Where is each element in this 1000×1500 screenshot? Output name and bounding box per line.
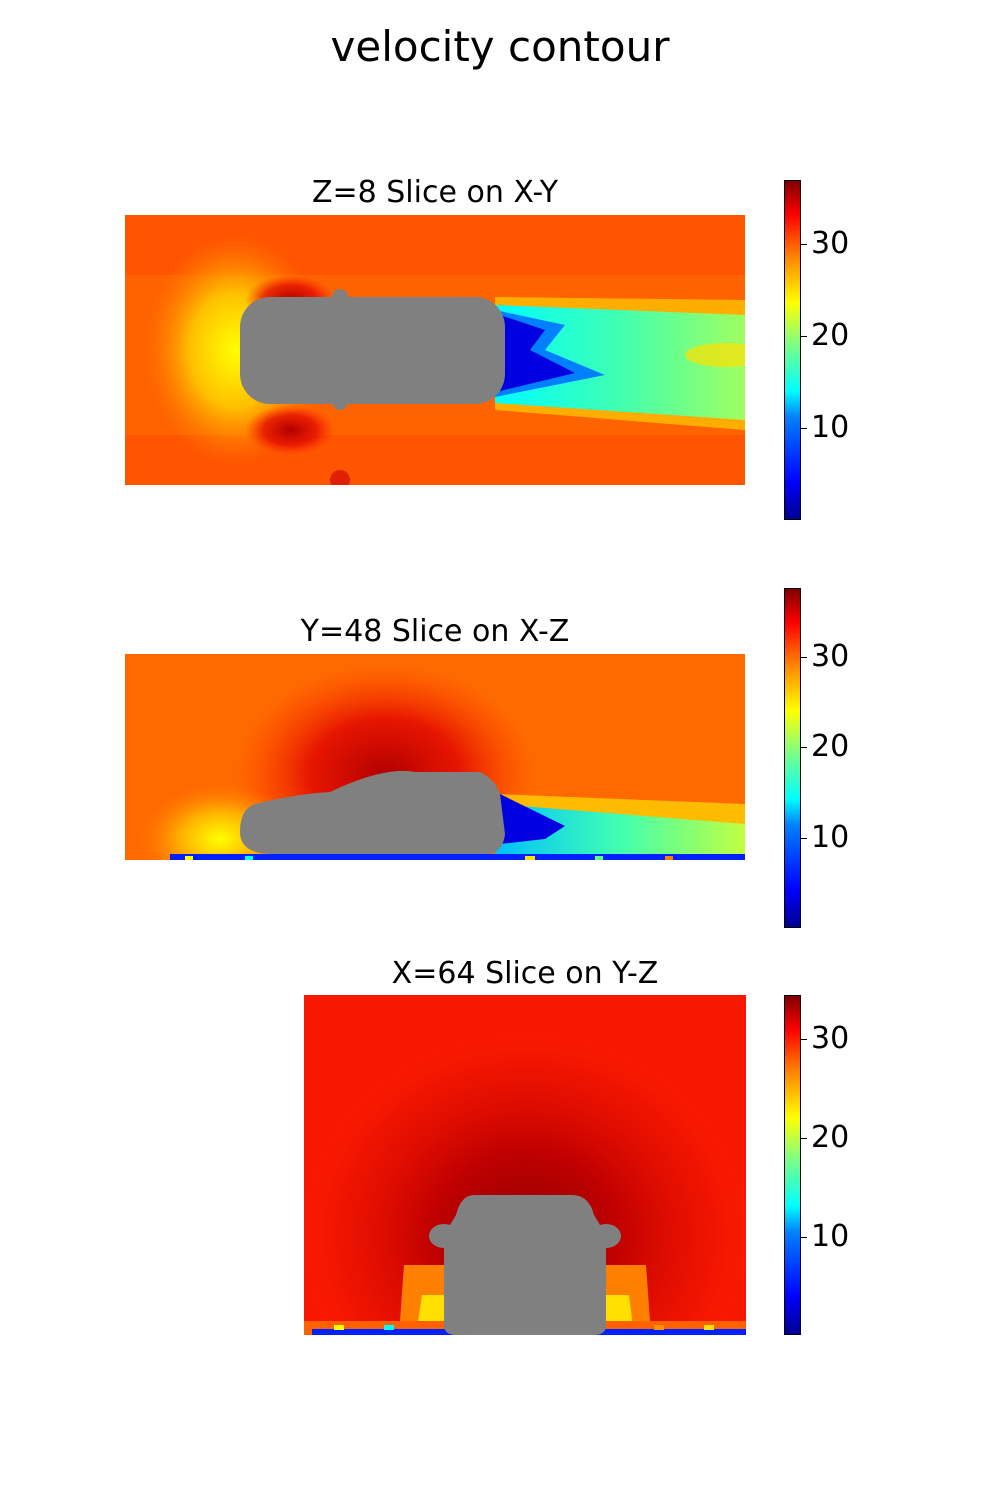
- xz-slice-heatmap: [125, 654, 745, 860]
- colorbar-3-label-30: 30: [811, 1021, 850, 1056]
- colorbar-3-tick-30: [801, 1039, 807, 1040]
- xy-slice-heatmap: [125, 215, 745, 485]
- colorbar-3-label-10: 10: [811, 1219, 850, 1254]
- colorbar-2: [784, 588, 801, 928]
- colorbar-2-tick-20: [801, 747, 807, 748]
- panel-3-title: X=64 Slice on Y-Z: [391, 956, 659, 991]
- yz-slice-heatmap: [304, 995, 746, 1335]
- colorbar-1-tick-10: [801, 428, 807, 429]
- colorbar-1-tick-20: [801, 336, 807, 337]
- colorbar-1-tick-30: [801, 244, 807, 245]
- colorbar-2-label-20: 20: [811, 729, 850, 764]
- panel-2-title: Y=48 Slice on X-Z: [300, 614, 570, 649]
- colorbar-1: [784, 180, 801, 520]
- panel-1-title: Z=8 Slice on X-Y: [311, 175, 559, 210]
- colorbar-1-label-10: 10: [811, 410, 850, 445]
- colorbar-2-tick-10: [801, 838, 807, 839]
- colorbar-3: [784, 995, 801, 1335]
- colorbar-3-tick-10: [801, 1237, 807, 1238]
- figure-title: velocity contour: [330, 22, 670, 71]
- colorbar-3-tick-20: [801, 1138, 807, 1139]
- colorbar-2-label-10: 10: [811, 820, 850, 855]
- colorbar-1-label-30: 30: [811, 226, 850, 261]
- colorbar-2-label-30: 30: [811, 639, 850, 674]
- colorbar-2-tick-30: [801, 657, 807, 658]
- colorbar-1-label-20: 20: [811, 318, 850, 353]
- colorbar-3-label-20: 20: [811, 1120, 850, 1155]
